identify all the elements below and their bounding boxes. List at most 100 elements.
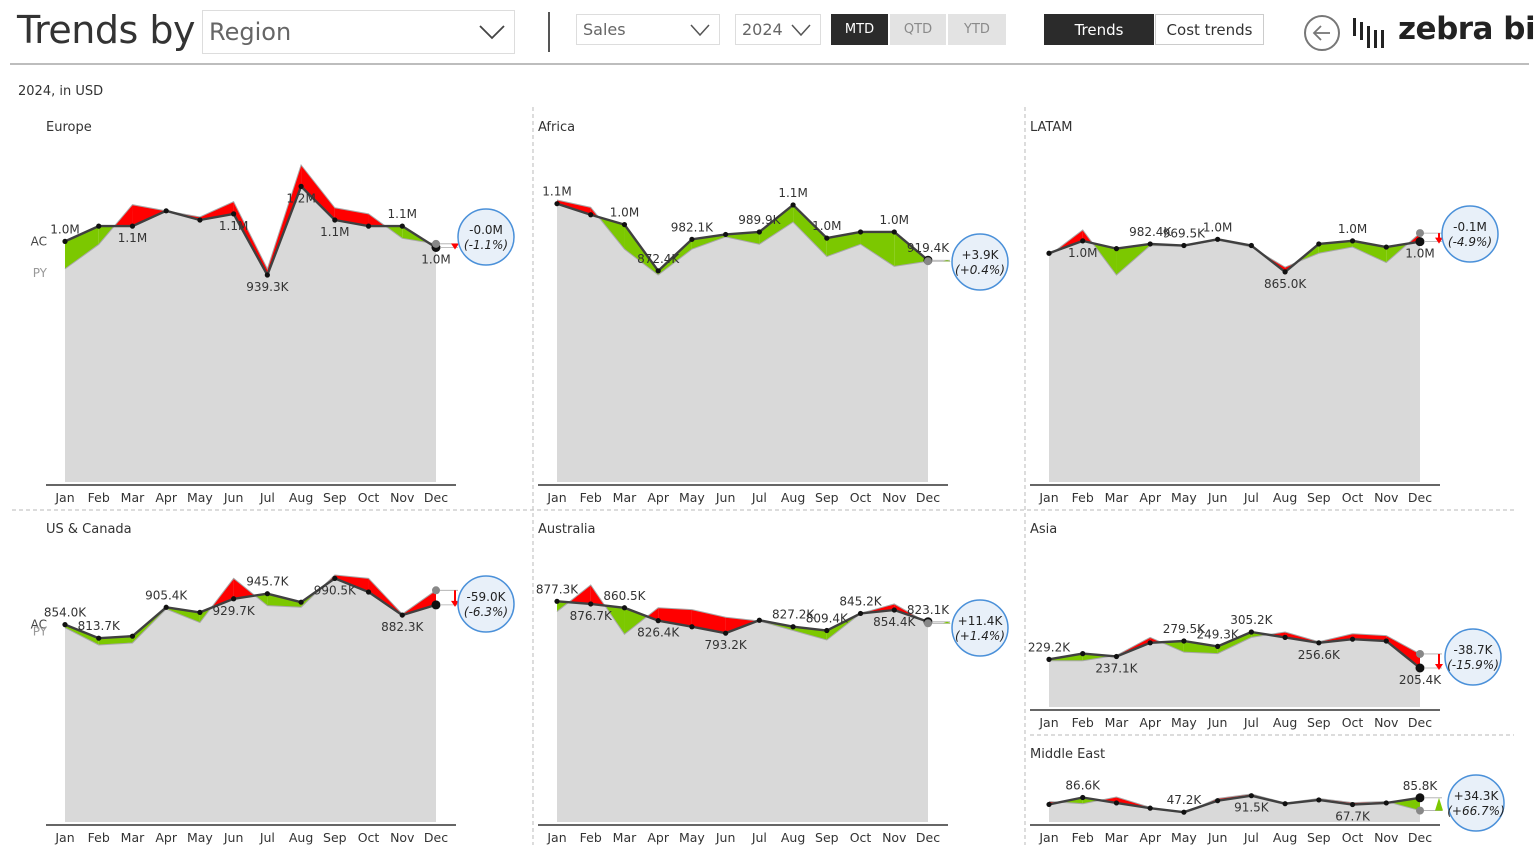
x-tick-label: Nov	[390, 830, 415, 845]
variance-band	[267, 593, 302, 608]
x-tick-label: Sep	[815, 830, 839, 845]
data-label: 1.1M	[320, 225, 349, 239]
data-label: 982.4K	[1129, 225, 1172, 239]
chart-title: Middle East	[1030, 747, 1105, 762]
ac-line	[1048, 630, 1421, 669]
x-tick-label: Aug	[781, 830, 805, 845]
report-header: Trends by Region Sales 2024 MTD QTD YTD …	[0, 0, 1536, 65]
x-tick-label: Jan	[54, 490, 74, 505]
tab-cost-trends[interactable]: Cost trends	[1155, 14, 1264, 45]
back-button[interactable]	[1304, 15, 1340, 51]
x-tick-label: Dec	[1408, 715, 1432, 730]
ac-marker	[332, 575, 338, 581]
variance-abs-label: +3.9K	[961, 248, 999, 262]
measure-dropdown[interactable]: Sales	[576, 14, 720, 45]
ac-marker	[689, 236, 695, 242]
data-label: 872.4K	[637, 252, 680, 266]
ac-marker	[1248, 629, 1254, 635]
ac-marker	[62, 622, 68, 628]
ac-line	[1048, 238, 1421, 274]
x-tick-label: Feb	[88, 490, 110, 505]
py-end-marker	[924, 257, 932, 266]
ac-series-label: AC	[31, 618, 47, 632]
data-label: 826.4K	[637, 626, 680, 640]
data-label: 860.5K	[603, 589, 646, 603]
x-tick-label: May	[1171, 490, 1197, 505]
ac-marker	[431, 600, 441, 610]
region-dropdown[interactable]: Region	[202, 10, 515, 54]
data-label: 1.0M	[1068, 246, 1097, 260]
ac-marker	[1415, 793, 1425, 803]
ac-marker	[790, 202, 796, 208]
x-tick-label: Jun	[1207, 490, 1228, 505]
ac-marker	[1349, 238, 1356, 244]
x-tick-label: Nov	[1374, 830, 1399, 845]
data-label: 877.3K	[536, 582, 579, 596]
x-tick-label: Jan	[1038, 715, 1058, 730]
chart-panel-africa: Africa 1.1M 1.0M 872.4K 982.1K 989.9K 1.1M 1.0M…	[538, 120, 1009, 505]
ac-marker	[824, 235, 830, 241]
ac-marker	[197, 609, 203, 615]
ac-marker	[1046, 801, 1052, 808]
header-divider	[548, 12, 550, 52]
chart-panel-europe: Europe 1.0M 1.1M 1.1M 939.3K 1.2M 1.1M 1.1M 1.0M…	[31, 120, 515, 505]
x-tick-label: Dec	[1408, 830, 1432, 845]
data-label: 1.0M	[50, 222, 79, 236]
data-label: 813.7K	[78, 619, 121, 633]
year-dropdown[interactable]: 2024	[735, 14, 821, 45]
ac-marker	[231, 596, 237, 602]
data-label: 249.3K	[1197, 627, 1240, 641]
ac-marker	[723, 630, 729, 636]
x-tick-label: Dec	[1408, 490, 1432, 505]
variance-bubble	[1447, 774, 1505, 832]
data-label: 929.7K	[213, 604, 256, 618]
data-label: 1.0M	[421, 253, 450, 267]
variance-bubble	[457, 575, 515, 633]
variance-abs-label: +34.3K	[1454, 789, 1500, 803]
ac-marker	[554, 598, 560, 604]
variance-rel-label: (-1.1%)	[464, 238, 508, 252]
x-tick-label: Jun	[223, 490, 244, 505]
ac-marker	[365, 589, 372, 595]
chevron-down-icon	[690, 23, 710, 36]
x-tick-label: Jan	[546, 490, 566, 505]
ac-marker	[1181, 638, 1187, 644]
x-tick-label: Apr	[155, 830, 177, 845]
tab-trends[interactable]: Trends	[1044, 14, 1154, 45]
x-tick-label: Sep	[323, 830, 347, 845]
ac-marker	[689, 624, 695, 630]
data-label: 47.2K	[1167, 793, 1203, 807]
data-label: 1.0M	[1405, 247, 1434, 261]
variance-band	[1183, 641, 1218, 654]
ac-marker	[197, 217, 203, 223]
data-label: 945.7K	[246, 575, 289, 589]
data-label: 91.5K	[1234, 801, 1270, 815]
x-tick-label: Aug	[781, 490, 805, 505]
ac-marker	[332, 217, 338, 223]
mtd-button[interactable]: MTD	[831, 14, 888, 45]
variance-band	[199, 201, 234, 220]
py-line	[64, 574, 437, 646]
ac-line	[556, 202, 929, 273]
py-area	[65, 575, 436, 822]
x-tick-label: Jul	[1243, 490, 1259, 505]
x-tick-label: Dec	[916, 830, 940, 845]
ac-marker	[790, 624, 796, 630]
ac-marker	[1316, 797, 1322, 803]
data-label: 989.9K	[738, 213, 781, 227]
ytd-button[interactable]: YTD	[948, 14, 1006, 45]
x-tick-label: Nov	[1374, 715, 1399, 730]
data-label: 845.2K	[839, 594, 882, 608]
variance-rel-label: (-15.9%)	[1447, 658, 1499, 672]
ac-marker	[129, 223, 136, 229]
x-tick-label: Oct	[850, 490, 872, 505]
qtd-button[interactable]: QTD	[890, 14, 946, 45]
x-tick-label: Apr	[1139, 715, 1161, 730]
x-tick-label: May	[679, 490, 705, 505]
data-label: 85.8K	[1403, 779, 1439, 793]
data-label: 279.5K	[1163, 622, 1206, 636]
variance-rel-label: (-6.3%)	[464, 605, 508, 619]
variance-band	[725, 231, 760, 245]
ac-marker	[1215, 798, 1221, 804]
ac-marker	[723, 231, 729, 238]
